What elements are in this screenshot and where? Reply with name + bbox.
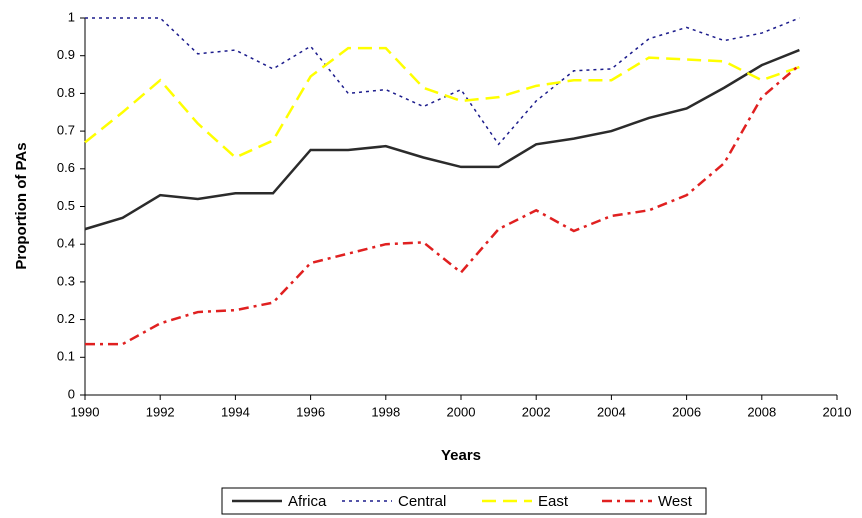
x-tick-label: 2010 — [823, 404, 852, 419]
series-line — [85, 64, 801, 346]
x-tick-label: 2004 — [597, 404, 626, 419]
x-tick-label: 1996 — [296, 404, 325, 419]
legend-label: Africa — [288, 493, 327, 510]
x-tick-label: 1994 — [221, 404, 250, 419]
x-tick-label: 1998 — [371, 404, 400, 419]
y-tick-label: 0.4 — [57, 236, 75, 251]
y-tick-label: 0.1 — [57, 349, 75, 364]
y-tick-label: 0.6 — [57, 160, 75, 175]
y-tick-label: 0.5 — [57, 198, 75, 213]
legend-label: East — [538, 493, 569, 510]
x-tick-label: 1990 — [71, 404, 100, 419]
y-tick-label: 0.9 — [57, 47, 75, 62]
x-axis-title: Years — [441, 447, 481, 464]
series-line — [84, 46, 800, 159]
y-axis-title: Proportion of PAs — [13, 142, 30, 269]
x-tick-label: 1992 — [146, 404, 175, 419]
y-tick-label: 0.2 — [57, 311, 75, 326]
x-tick-label: 2006 — [672, 404, 701, 419]
y-tick-label: 1 — [68, 9, 75, 24]
y-tick-label: 0.8 — [57, 85, 75, 100]
legend-label: West — [658, 493, 693, 510]
x-tick-label: 2002 — [522, 404, 551, 419]
legend-label: Central — [398, 493, 446, 510]
y-tick-label: 0.7 — [57, 123, 75, 138]
x-tick-label: 2000 — [447, 404, 476, 419]
series-line — [85, 17, 800, 146]
x-tick-label: 2008 — [747, 404, 776, 419]
y-tick-label: 0.3 — [57, 273, 75, 288]
series-line — [84, 48, 800, 231]
y-tick-label: 0 — [68, 386, 75, 401]
